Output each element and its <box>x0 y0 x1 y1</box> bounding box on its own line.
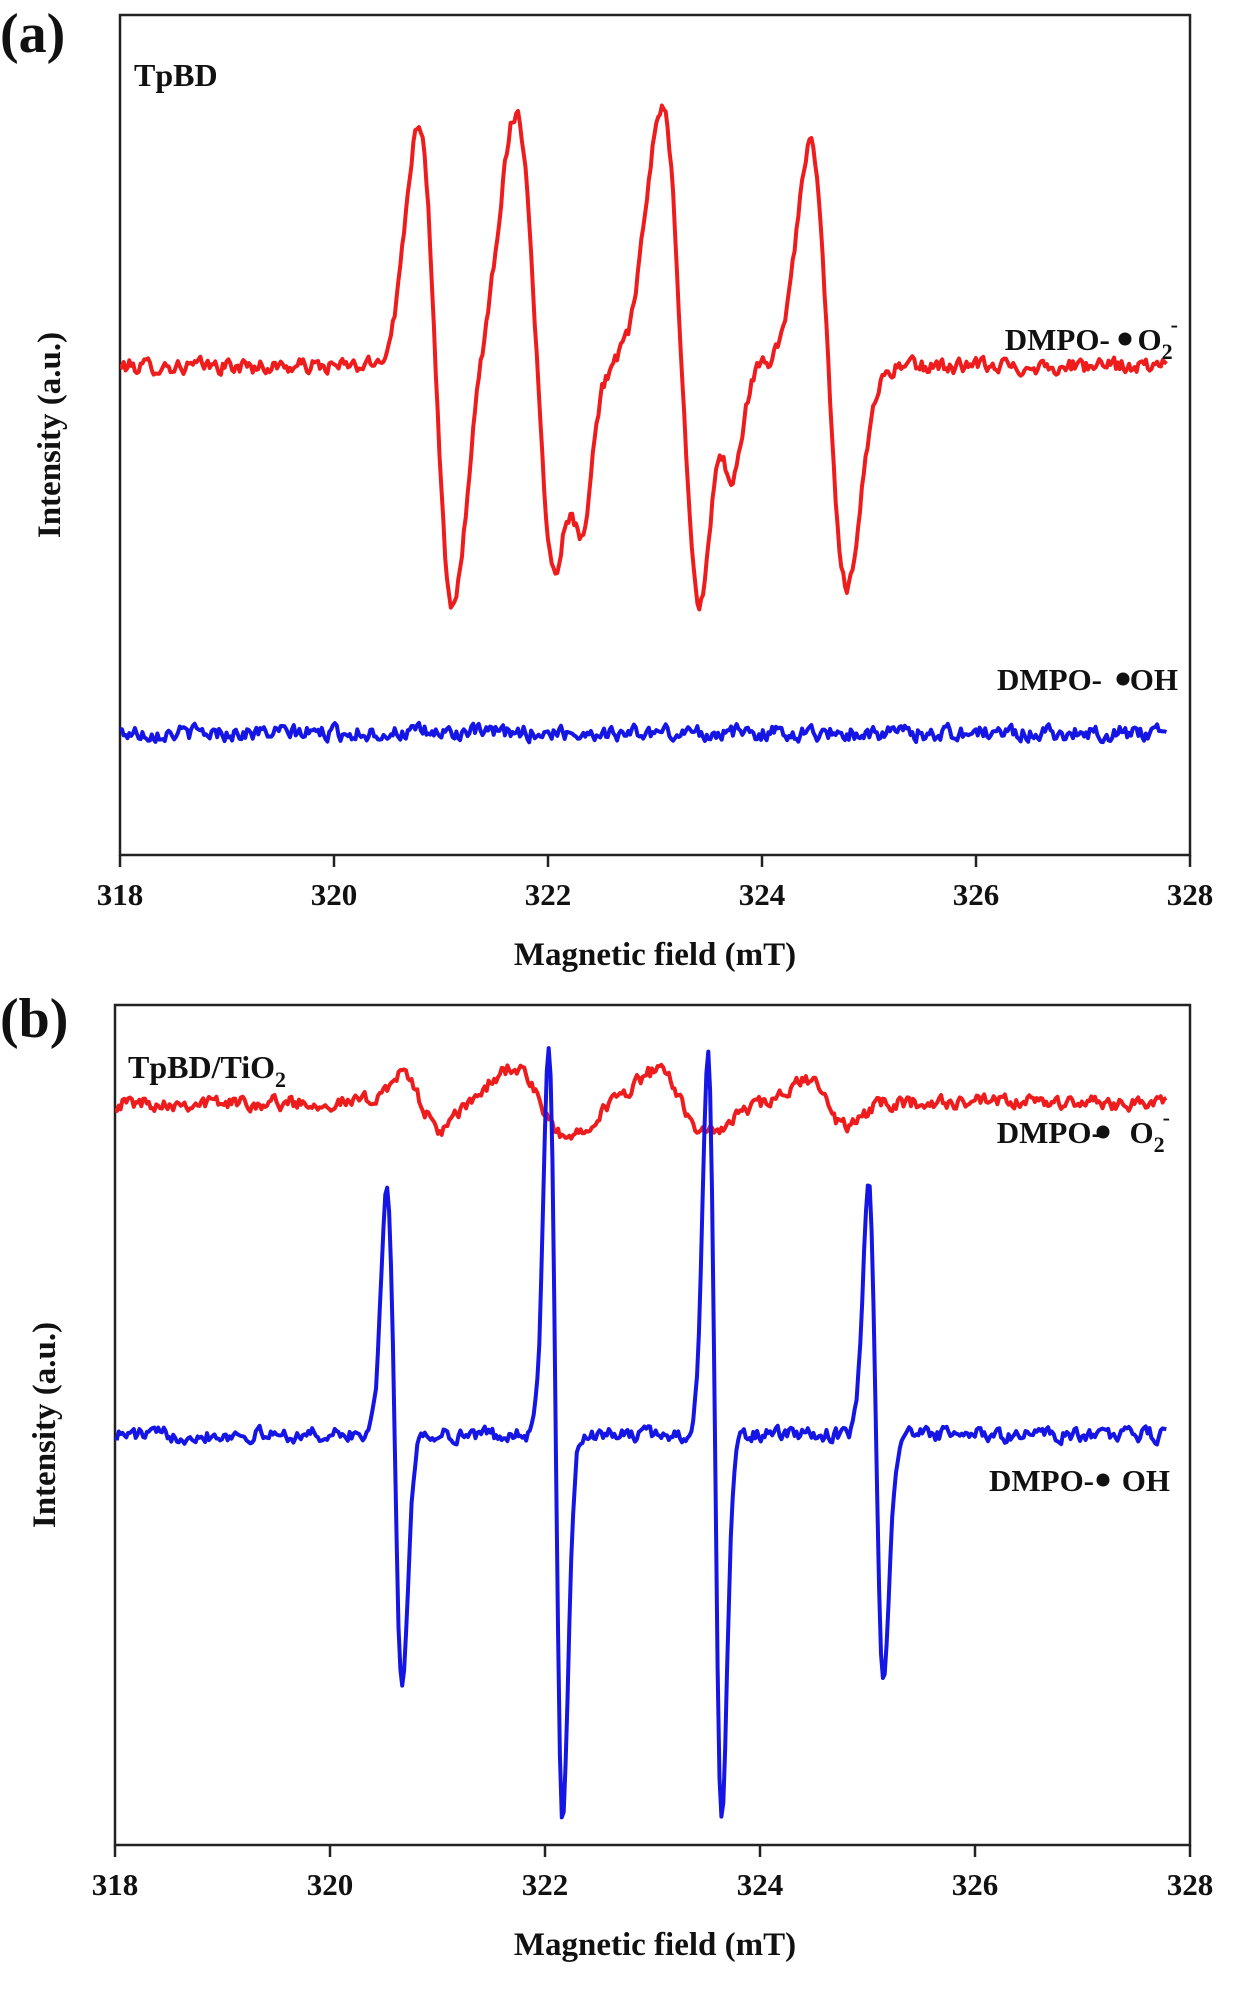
panel-label: (a) <box>0 3 65 65</box>
series-label-oh: DMPO- OH <box>997 662 1178 697</box>
panel-b: (b) TpBD/TiO2 318 320 322 324 326 328 Magneti… <box>0 988 1213 1963</box>
series-label-oh: DMPO- OH <box>989 1463 1170 1498</box>
y-axis-label: Intensity (a.u.) <box>32 332 68 538</box>
sample-label: TpBD/TiO2 <box>128 1049 286 1092</box>
x-tick-label: 328 <box>1167 877 1214 912</box>
series-lines <box>115 1046 1168 1820</box>
series-label-sub: 2 <box>1154 1132 1165 1157</box>
series-label-radical: O <box>1130 1115 1154 1150</box>
x-tick-label: 322 <box>525 877 572 912</box>
series-label-sub: 2 <box>1162 339 1173 364</box>
panel-label: (b) <box>0 988 68 1050</box>
x-axis-label: Magnetic field (mT) <box>514 1927 796 1963</box>
series-lines <box>120 103 1168 745</box>
x-tick-label: 318 <box>92 1867 139 1902</box>
x-tick-label: 326 <box>953 877 1000 912</box>
x-tick-label: 322 <box>522 1867 569 1902</box>
svg-text:DMPO- OH: DMPO- OH <box>997 662 1178 697</box>
radical-dot-icon <box>1118 332 1132 346</box>
series-line-oh <box>115 1046 1167 1820</box>
svg-text:DMPO- OH: DMPO- OH <box>989 1463 1170 1498</box>
series-label-prefix: DMPO- <box>997 1115 1110 1150</box>
radical-dot-icon <box>1116 672 1130 686</box>
x-ticks: 318 320 322 324 326 328 <box>97 855 1214 912</box>
sample-label-text: TpBD/TiO <box>128 1049 275 1085</box>
radical-dot-icon <box>1096 1473 1110 1487</box>
x-tick-label: 320 <box>307 1867 354 1902</box>
x-tick-label: 320 <box>311 877 358 912</box>
x-ticks: 318 320 322 324 326 328 <box>92 1845 1214 1902</box>
svg-text:DMPO- O2-: DMPO- O2- <box>997 1105 1170 1157</box>
x-tick-label: 326 <box>952 1867 999 1902</box>
plot-frame <box>118 13 1192 857</box>
series-line-oh <box>120 720 1168 745</box>
y-axis-label: Intensity (a.u.) <box>27 1322 63 1528</box>
series-label-radical: OH <box>1122 1463 1170 1498</box>
radical-dot-icon <box>1096 1125 1110 1139</box>
series-label-o2: DMPO- O2- <box>997 1105 1170 1157</box>
sample-label: TpBD <box>134 57 218 93</box>
series-label-prefix: DMPO- <box>1005 322 1118 357</box>
x-tick-label: 328 <box>1167 1867 1214 1902</box>
series-label-radical: O <box>1138 322 1162 357</box>
sample-label-sub: 2 <box>275 1067 286 1092</box>
series-label-prefix: DMPO- <box>997 662 1110 697</box>
series-line-o2 <box>115 1062 1168 1141</box>
x-tick-label: 324 <box>739 877 786 912</box>
svg-text:DMPO- O2-: DMPO- O2- <box>1005 312 1178 364</box>
series-label-prefix: DMPO- <box>989 1463 1102 1498</box>
series-label-o2: DMPO- O2- <box>1005 312 1178 364</box>
series-label-sup: - <box>1171 312 1178 337</box>
plot-frame <box>113 1003 1192 1847</box>
series-line-o2 <box>120 103 1168 612</box>
x-axis-label: Magnetic field (mT) <box>514 937 796 973</box>
series-label-sup: - <box>1163 1105 1170 1130</box>
panel-a: (a) TpBD 318 320 322 324 326 328 Magnetic fie… <box>0 3 1213 973</box>
x-tick-label: 318 <box>97 877 144 912</box>
series-label-radical: OH <box>1130 662 1178 697</box>
x-tick-label: 324 <box>737 1867 784 1902</box>
